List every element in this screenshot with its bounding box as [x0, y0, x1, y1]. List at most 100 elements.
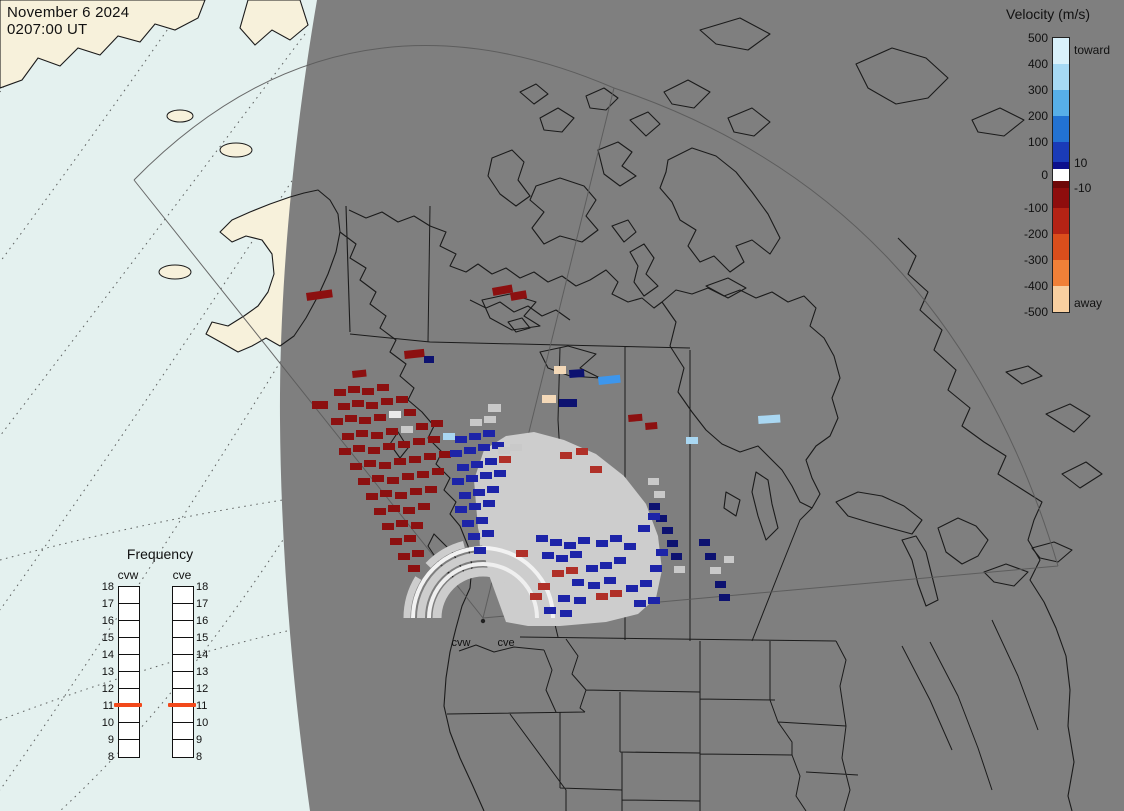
echo-cell: [705, 553, 716, 560]
echo-cell: [358, 478, 370, 485]
timestamp: November 6 2024 0207:00 UT: [7, 4, 129, 38]
chukotka-coast: [239, 0, 309, 46]
island-small-2: [219, 142, 253, 158]
frequency-tick-label: 8: [196, 751, 203, 763]
echo-cell: [724, 556, 734, 563]
near-range-band-1: [432, 567, 534, 619]
radar-fov-lines: [133, 45, 1059, 619]
frequency-tick-label: 12: [196, 683, 209, 695]
echo-cell: [362, 388, 374, 395]
time-line: 0207:00 UT: [7, 21, 88, 38]
echo-cell: [417, 471, 429, 478]
echo-cell: [686, 437, 698, 444]
echo-cell: [484, 416, 496, 423]
frequency-tick-label: 8: [107, 751, 114, 763]
graticule-dotted: [0, 0, 313, 811]
island-small-1: [166, 109, 194, 123]
echo-cell: [377, 384, 389, 391]
echo-cell: [353, 445, 365, 452]
echo-cell: [656, 515, 667, 522]
echo-cell: [428, 436, 440, 443]
frequency-tick-label: 10: [101, 717, 114, 729]
frequency-bar-cell: [119, 672, 139, 689]
echo-cell: [640, 580, 652, 587]
velocity-colorbar-segment: [1053, 260, 1069, 286]
echo-cell: [425, 486, 437, 493]
echo-cell: [578, 537, 590, 544]
radar-site: cvw cve: [452, 618, 515, 649]
echo-cell: [396, 520, 408, 527]
velocity-colorbar-segment: [1053, 162, 1069, 169]
near-range-band-3: [403, 538, 563, 619]
echo-cell: [667, 540, 678, 547]
velocity-colorbar-segment: [1053, 38, 1069, 64]
velocity-legend: Velocity (m/s) 500 400 300 200 100 0 -100 -200 -…: [1000, 6, 1124, 351]
echo-cell: [558, 595, 570, 602]
echo-cell: [476, 517, 488, 524]
frequency-bar-cell: [173, 706, 193, 723]
echo-cell: [457, 464, 469, 471]
arctic-coastline: [348, 209, 663, 333]
echo-cell: [648, 597, 660, 604]
echo-cell: [348, 386, 360, 393]
echo-cell: [485, 458, 497, 465]
velocity-tick-label: -100: [1023, 201, 1048, 215]
echo-cell: [359, 417, 371, 424]
echo-cell: [566, 567, 578, 574]
echo-cell: [530, 593, 542, 600]
echo-cell: [715, 581, 726, 588]
velocity-tick-label: 500: [1027, 31, 1048, 45]
frequency-bar-cell: [119, 740, 139, 757]
frequency-panel-title: Frequency: [126, 546, 194, 562]
echo-cell: [395, 492, 407, 499]
velocity-tick-label: 200: [1027, 109, 1048, 123]
echo-cell: [345, 415, 357, 422]
radar-label-cve: cve: [497, 637, 514, 649]
echo-cell: [450, 450, 462, 457]
velocity-tick-label: 0: [1041, 168, 1048, 182]
frequency-tick-label: 10: [196, 717, 209, 729]
frequency-bar-cell: [119, 723, 139, 740]
echo-cell: [352, 400, 364, 407]
echo-cell: [674, 566, 685, 573]
frequency-bar-cell: [173, 672, 193, 689]
frequency-bar-cell: [119, 604, 139, 621]
radar-site-dot: [480, 618, 486, 624]
echo-cell: [552, 570, 564, 577]
velocity-tick-label: 300: [1027, 83, 1048, 97]
echo-cell: [413, 438, 425, 445]
frequency-marker-cvw: [114, 703, 142, 707]
echo-cell: [569, 368, 585, 378]
echo-cell: [364, 460, 376, 467]
echo-cell: [469, 433, 481, 440]
frequency-tick-label: 14: [196, 649, 209, 661]
echo-cell: [604, 577, 616, 584]
echo-cell: [473, 489, 485, 496]
echo-cell: [634, 600, 646, 607]
echo-cell: [424, 356, 434, 363]
echo-cell: [550, 539, 562, 546]
echo-cell: [516, 550, 528, 557]
velocity-tick-label: -500: [1023, 305, 1048, 319]
frequency-bar-cell: [119, 638, 139, 655]
frequency-bar-cell: [173, 723, 193, 740]
echo-cell: [368, 447, 380, 454]
echo-cell: [628, 413, 643, 422]
echo-cell: [596, 593, 608, 600]
echo-cell: [560, 610, 572, 617]
velocity-colorbar-segment: [1053, 142, 1069, 162]
echo-cell: [598, 374, 621, 385]
echo-cell: [466, 475, 478, 482]
echo-cell: [600, 562, 612, 569]
echo-cell: [596, 540, 608, 547]
echo-cell: [402, 473, 414, 480]
echo-cell: [662, 527, 673, 534]
echo-cell: [638, 525, 650, 532]
echo-cell: [418, 503, 430, 510]
frequency-tick-label: 16: [101, 615, 114, 627]
echo-cell: [411, 522, 423, 529]
echo-cell: [352, 369, 367, 378]
echo-cell: [671, 553, 682, 560]
velocity-colorbar-segment: [1053, 64, 1069, 90]
velocity-tick-label: -200: [1023, 227, 1048, 241]
